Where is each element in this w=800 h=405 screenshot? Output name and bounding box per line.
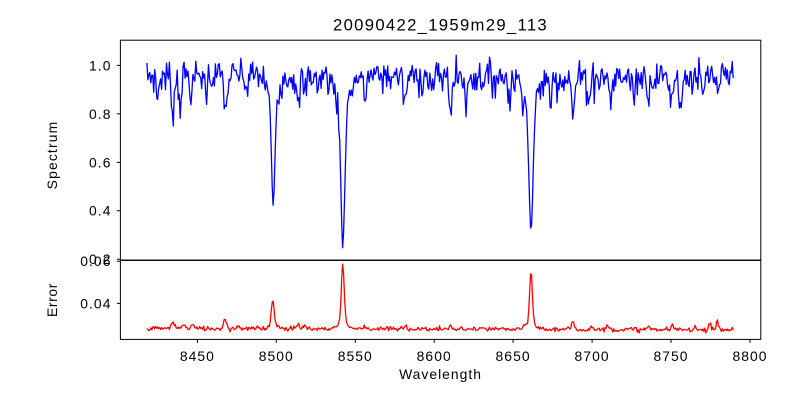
svg-text:8650: 8650	[496, 348, 531, 364]
svg-text:0.2: 0.2	[89, 251, 111, 267]
svg-text:8500: 8500	[259, 348, 294, 364]
svg-text:0.6: 0.6	[89, 154, 111, 170]
svg-text:20090422_1959m29_113: 20090422_1959m29_113	[333, 16, 548, 35]
svg-text:0.04: 0.04	[80, 295, 111, 311]
svg-text:1.0: 1.0	[89, 57, 111, 73]
svg-text:0.06: 0.06	[80, 253, 111, 269]
svg-text:Error: Error	[44, 283, 60, 317]
svg-text:8550: 8550	[338, 348, 373, 364]
svg-text:8700: 8700	[575, 348, 610, 364]
svg-text:8750: 8750	[653, 348, 688, 364]
svg-text:8800: 8800	[732, 348, 767, 364]
svg-text:0.4: 0.4	[89, 203, 111, 219]
svg-text:Spectrum: Spectrum	[44, 121, 60, 190]
svg-text:8600: 8600	[417, 348, 452, 364]
svg-text:8450: 8450	[180, 348, 215, 364]
svg-text:0.8: 0.8	[89, 106, 111, 122]
svg-text:Wavelength: Wavelength	[399, 366, 482, 382]
